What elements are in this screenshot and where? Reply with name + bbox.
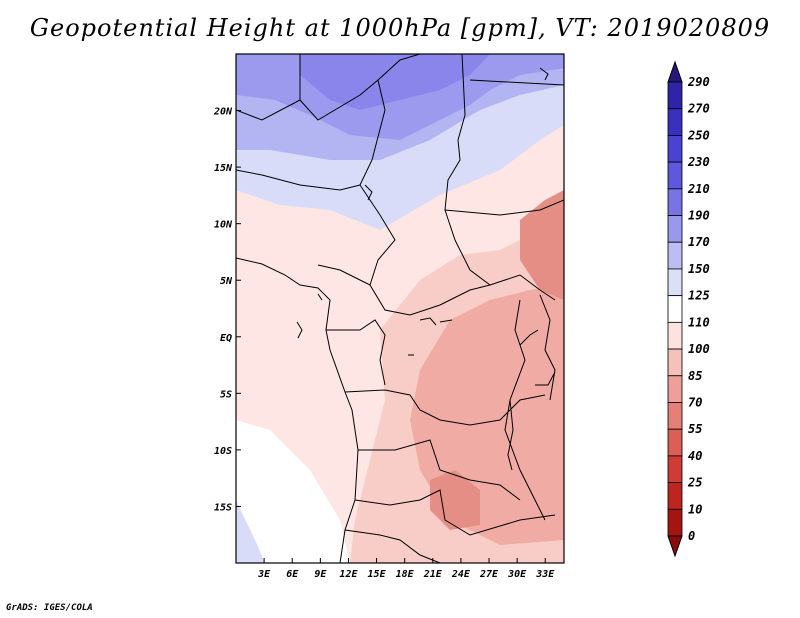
colorbar-swatch <box>667 348 683 377</box>
lon-tick-label: 18E <box>396 569 415 580</box>
lon-tick-label: 6E <box>286 569 299 580</box>
colorbar-level-label: 150 <box>688 262 710 276</box>
lat-tick-label: 15S <box>214 502 232 513</box>
country-borders <box>236 54 564 563</box>
colorbar-level-label: 270 <box>687 102 710 116</box>
chart-title: Geopotential Height at 1000hPa [gpm], VT… <box>29 14 771 42</box>
colorbar-level-label: 190 <box>688 209 710 223</box>
colorbar-swatch <box>667 161 683 190</box>
colorbar-level-label: 125 <box>688 289 710 303</box>
field-band-55-south <box>430 470 480 530</box>
longitude-axis: 3E 6E 9E 12E 15E 18E 21E 24E 27E 30E 33E <box>257 558 555 580</box>
lat-tick-label: 5N <box>220 276 233 287</box>
colorbar-swatch <box>667 455 683 483</box>
colorbar-swatch <box>667 428 683 457</box>
colorbar-level-label: 110 <box>688 315 710 329</box>
lon-tick-label: 27E <box>479 569 499 580</box>
colorbar-level-label: 55 <box>688 422 702 436</box>
colorbar-level-label: 170 <box>688 235 710 249</box>
lat-tick-label: 20N <box>213 107 233 118</box>
colorbar-level-label: 10 <box>688 502 702 516</box>
colorbar-swatch <box>667 268 683 297</box>
lat-tick-label: 10S <box>214 446 232 457</box>
field-band-110-south <box>236 420 350 563</box>
colorbar-swatch <box>667 108 683 136</box>
colorbar: 2902702502302101901701501251101008570554… <box>667 60 710 558</box>
colorbar-swatch <box>667 81 683 110</box>
colorbar-level-label: 40 <box>688 449 702 463</box>
grads-credit: GrADS: IGES/COLA <box>6 603 93 613</box>
lon-tick-label: 15E <box>368 569 387 580</box>
colorbar-swatch <box>667 188 683 216</box>
lat-tick-label: EQ <box>220 333 232 344</box>
field-band-55 <box>520 190 564 300</box>
colorbar-level-label: 230 <box>687 155 710 169</box>
field-band-190 <box>300 54 490 110</box>
field-band-125-southwest <box>236 500 265 563</box>
lon-tick-label: 9E <box>314 569 327 580</box>
map-frame <box>235 53 565 564</box>
colorbar-swatch <box>667 508 683 537</box>
colorbar-level-label: 25 <box>687 476 702 490</box>
colorbar-level-label: 0 <box>688 529 695 543</box>
colorbar-swatch <box>667 241 683 270</box>
colorbar-swatch <box>667 482 683 510</box>
lon-tick-label: 33E <box>535 569 555 580</box>
height-field <box>236 54 564 563</box>
lon-tick-label: 24E <box>451 569 471 580</box>
colorbar-swatch <box>667 402 683 430</box>
colorbar-swatch <box>667 135 683 163</box>
lon-tick-label: 12E <box>339 569 358 580</box>
colorbar-level-label: 290 <box>687 75 710 89</box>
lat-tick-label: 10N <box>214 220 233 231</box>
colorbar-level-label: 210 <box>687 182 710 196</box>
colorbar-top-arrow <box>667 60 683 83</box>
colorbar-swatch <box>667 215 683 243</box>
lon-tick-label: 3E <box>257 569 271 580</box>
colorbar-swatch <box>667 321 683 350</box>
lat-tick-label: 5S <box>220 389 232 400</box>
colorbar-level-label: 70 <box>688 395 702 409</box>
lon-tick-label: 21E <box>423 569 443 580</box>
lat-tick-label: 15N <box>214 163 233 174</box>
colorbar-level-label: 100 <box>688 342 710 356</box>
latitude-axis: 20N 15N 10N 5N EQ 5S 10S 15S <box>213 107 241 513</box>
lon-tick-label: 30E <box>507 569 527 580</box>
colorbar-bottom-arrow <box>667 535 683 558</box>
colorbar-swatch <box>667 295 683 323</box>
colorbar-level-label: 250 <box>687 128 710 142</box>
colorbar-swatch <box>667 375 683 403</box>
colorbar-level-label: 85 <box>688 369 702 383</box>
